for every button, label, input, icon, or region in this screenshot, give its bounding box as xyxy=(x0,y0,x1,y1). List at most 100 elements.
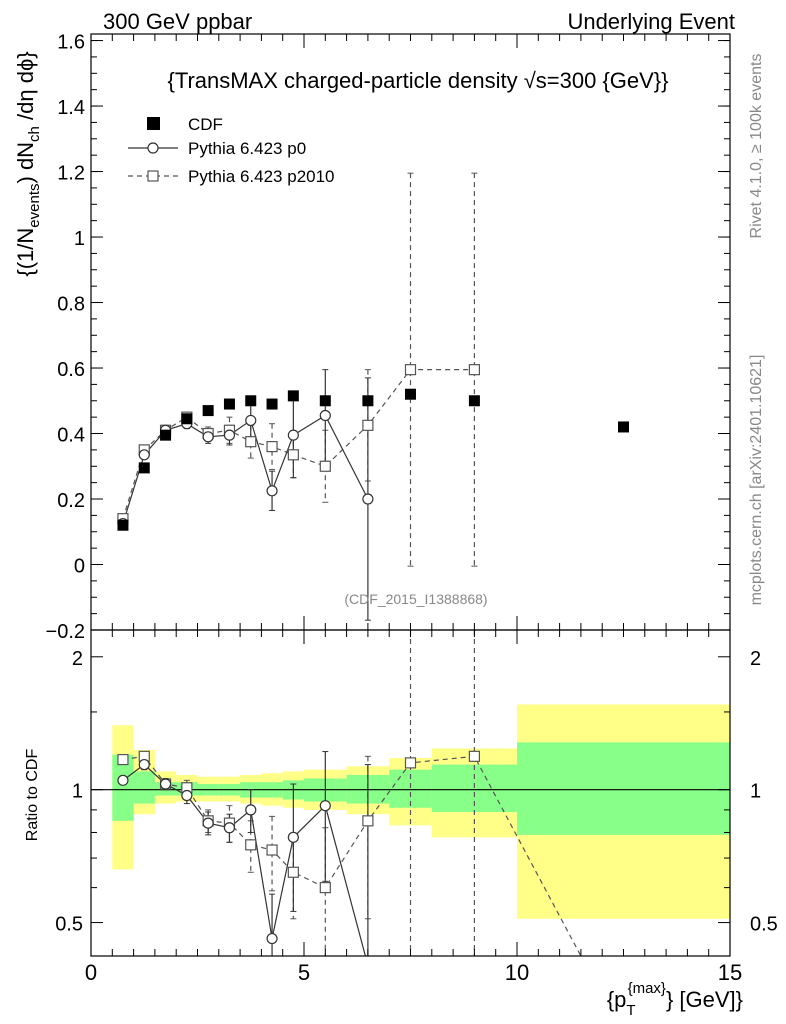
main-title: {TransMAX charged-particle density √s=30… xyxy=(167,68,668,93)
ratio-p2010-point xyxy=(468,750,480,762)
cdf-point xyxy=(618,421,629,433)
ratio-y-tick-label-right: 2 xyxy=(750,648,761,670)
ratio-p0-point xyxy=(266,932,278,945)
main-frame xyxy=(90,33,731,631)
rivet-label: Rivet 4.1.0, ≥ 100k events xyxy=(748,54,765,239)
ratio-p0-point xyxy=(181,789,193,802)
ratio-p2010-line xyxy=(122,755,582,956)
cdf-point xyxy=(117,519,129,531)
main-panel: −0.2 0 0.2 0.4 0.6 0.8 1 1.2 1.4 1.6 {TransMAX ch… xyxy=(13,32,731,643)
main-y-tick-label: 0.8 xyxy=(57,294,85,316)
p0-line xyxy=(122,414,369,524)
x-axis-label: {pT {max}} [GeV]} xyxy=(607,980,743,1019)
ratio-p0-point xyxy=(159,778,172,790)
main-y-tick-label: 1 xyxy=(74,228,85,250)
main-y-tick-label: 0.6 xyxy=(57,359,85,381)
ratio-y-tick-label-right: 1 xyxy=(750,781,761,803)
ratio-p0-point xyxy=(223,822,236,834)
main-ylabel: {(1/Nevents) dNch /dη dϕ} xyxy=(13,51,43,276)
cdf-point xyxy=(223,398,235,410)
ratio-y-axis: 0.5 0.5 1 1 2 2 xyxy=(55,648,778,936)
ratio-y-tick-label: 1 xyxy=(72,781,83,803)
ratio-p2010-point xyxy=(319,882,331,894)
ratio-p0-point xyxy=(245,804,257,816)
p2010-point xyxy=(404,364,417,376)
ratio-ylabel: Ratio to CDF xyxy=(24,749,41,842)
main-x-ticks xyxy=(90,34,731,630)
p0-point xyxy=(223,429,236,441)
main-y-tick-label: 0.4 xyxy=(57,425,85,447)
legend-p2010-label: Pythia 6.423 p2010 xyxy=(188,167,335,186)
header-left: 300 GeV ppbar xyxy=(103,9,252,34)
ratio-p0-point xyxy=(319,800,331,812)
main-y-tick-label: 0 xyxy=(74,556,85,578)
ratio-p0-point xyxy=(202,817,214,829)
ratio-y-tick-label: 0.5 xyxy=(55,914,83,936)
p0-point xyxy=(319,409,331,422)
main-y-tick-label: 0.2 xyxy=(57,490,85,512)
xlabel-part-a: {p xyxy=(607,987,627,1012)
cdf-point xyxy=(245,395,257,407)
legend-cdf-marker xyxy=(147,117,160,130)
ratio-p2010-point xyxy=(266,844,278,856)
ratio-p0-point xyxy=(287,831,299,843)
svg-text:{(1/Nevents) dNch /dη dϕ}: {(1/Nevents) dNch /dη dϕ} xyxy=(13,51,43,276)
ratio-panel: 0.5 0.5 1 1 2 2 0 5 10 15 Ratio to CDF {pT {max}}… xyxy=(24,629,778,1019)
x-tick-label: 15 xyxy=(718,960,742,985)
p0-point xyxy=(202,431,214,443)
ratio-p0-point xyxy=(117,774,129,786)
ratio-y-tick-label-right: 0.5 xyxy=(750,914,778,936)
ylabel-sub-events: events xyxy=(26,184,43,228)
cdf-point xyxy=(202,405,214,417)
main-y-tick-label: 1.2 xyxy=(57,163,85,185)
ratio-p2010-point xyxy=(287,866,299,878)
xlabel-sub: T xyxy=(626,1002,635,1019)
xlabel-sup: {max} xyxy=(628,980,666,997)
xlabel-part-b: } [GeV]} xyxy=(666,987,743,1012)
ratio-plot-area xyxy=(91,630,730,956)
ratio-x-axis: 0 5 10 15 xyxy=(85,630,742,985)
legend-p0-marker xyxy=(147,142,159,154)
x-tick-label: 10 xyxy=(505,960,529,985)
main-y-tick-label: 1.4 xyxy=(57,97,85,119)
main-y-tick-label: −0.2 xyxy=(46,621,85,643)
p0-point xyxy=(245,414,257,427)
mcplots-label: mcplots.cern.ch [arXiv:2401.10621] xyxy=(748,355,765,606)
ratio-p2010-point xyxy=(362,815,374,827)
cdf-point xyxy=(405,388,416,400)
main-y-tick-label: 1.6 xyxy=(57,32,85,54)
ratio-p2010-point xyxy=(117,753,129,766)
p2010-point xyxy=(266,441,278,453)
p0-point xyxy=(362,493,374,505)
p2010-point xyxy=(245,436,257,448)
cdf-point xyxy=(160,429,172,441)
p0-point xyxy=(266,485,278,497)
p2010-point xyxy=(468,364,480,376)
legend-p0-label: Pythia 6.423 p0 xyxy=(188,139,306,158)
watermark: (CDF_2015_I1388868) xyxy=(344,591,487,607)
p0-point xyxy=(287,429,299,441)
legend-p2010-marker xyxy=(147,170,159,182)
ylabel-sub-ch: ch xyxy=(26,126,43,142)
ratio-p0-point xyxy=(138,758,150,771)
ratio-green-band xyxy=(112,754,134,821)
cdf-point xyxy=(468,395,480,407)
ylabel-part-c: ) dN xyxy=(13,142,38,184)
ylabel-part-a: {(1/N xyxy=(13,228,38,277)
ratio-green-band xyxy=(133,771,155,804)
ratio-green-band xyxy=(517,742,730,835)
p2010-point xyxy=(319,460,331,472)
legend: CDF Pythia 6.423 p0 Pythia 6.423 p2010 xyxy=(128,115,335,186)
ratio-curves xyxy=(117,630,582,956)
x-tick-label: 0 xyxy=(85,960,97,985)
legend-cdf-label: CDF xyxy=(188,115,223,134)
cdf-point xyxy=(181,413,193,425)
ratio-y-tick-label: 2 xyxy=(72,648,83,670)
header-right: Underlying Event xyxy=(567,9,735,34)
ratio-p2010-point xyxy=(245,839,257,851)
cdf-point xyxy=(319,395,331,407)
cdf-point xyxy=(362,395,374,407)
cdf-point xyxy=(266,398,278,410)
ylabel-part-e: /dη dϕ} xyxy=(13,51,38,126)
